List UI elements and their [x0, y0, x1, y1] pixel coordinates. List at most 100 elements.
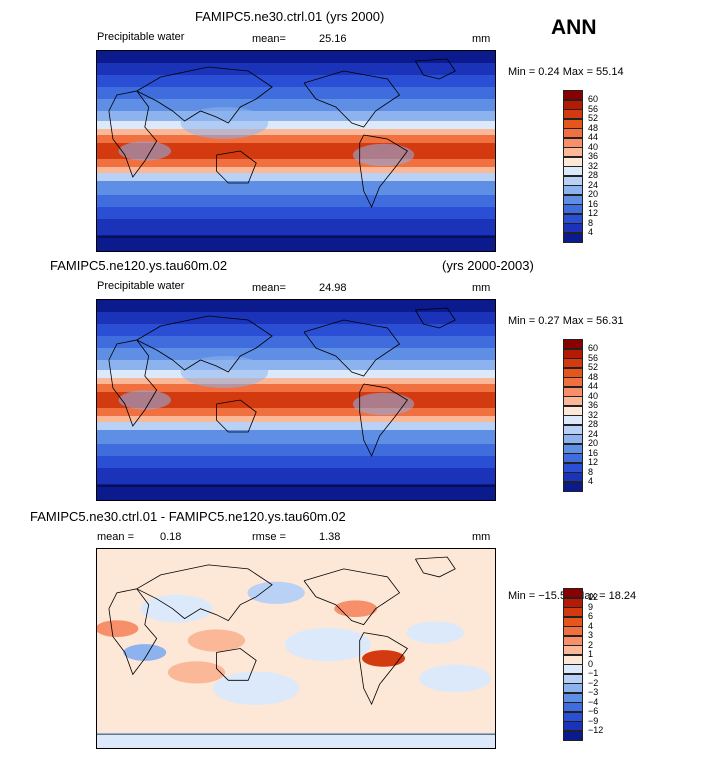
- panel-1-minmax: Min = 0.24 Max = 55.14: [508, 66, 624, 78]
- coastline: [359, 134, 408, 208]
- colorbar-tick-label: 24: [588, 179, 599, 190]
- field-band: [97, 444, 495, 456]
- colorbar-swatch: [563, 386, 583, 397]
- panel-3-mean-value: 0.18: [160, 531, 182, 543]
- colorbar-tick-label: −2: [588, 677, 599, 688]
- coastline: [136, 66, 273, 124]
- panel-2-units: mm: [472, 282, 491, 294]
- panel-2-map: [96, 299, 496, 501]
- colorbar-tick-label: −3: [588, 687, 599, 697]
- panel-1-case-title: FAMIPC5.ne30.ctrl.01 (yrs 2000): [195, 9, 385, 24]
- panel-1-units: mm: [472, 33, 491, 45]
- panel-2-case-title: FAMIPC5.ne120.ys.tau60m.02: [50, 258, 228, 273]
- colorbar-tick-label: 28: [588, 419, 599, 429]
- colorbar-swatch: [563, 377, 583, 387]
- colorbar-swatch: [563, 204, 583, 214]
- field-anomaly: [97, 620, 139, 637]
- colorbar-tick-label: 3: [588, 630, 594, 640]
- colorbar-tick-label: 56: [588, 103, 599, 114]
- field-band: [97, 336, 495, 348]
- panel-1-map-svg: [97, 51, 495, 251]
- field-band: [97, 129, 495, 135]
- field-band: [97, 378, 495, 384]
- coastline: [415, 58, 456, 80]
- colorbar-swatch: [563, 702, 583, 712]
- field-band: [97, 207, 495, 219]
- colorbar-swatch: [563, 118, 583, 129]
- field-anomaly: [140, 594, 213, 623]
- colorbar-swatch: [563, 462, 583, 473]
- colorbar-swatch: [563, 405, 583, 416]
- field-band: [97, 408, 495, 416]
- colorbar-swatch: [563, 664, 583, 674]
- field-band: [97, 348, 495, 360]
- field-band: [97, 63, 495, 75]
- field-band: [97, 235, 495, 251]
- panel-2-minmax: Min = 0.27 Max = 56.31: [508, 315, 624, 327]
- colorbar-swatch: [563, 616, 583, 627]
- field-band: [97, 732, 495, 748]
- colorbar-swatch: [563, 223, 583, 233]
- coastline: [108, 339, 158, 427]
- colorbar-tick-label: 48: [588, 122, 599, 133]
- field-anomaly: [284, 627, 371, 662]
- field-band: [97, 159, 495, 167]
- panel-2-map-svg: [97, 300, 495, 500]
- coastline: [415, 307, 456, 329]
- panel-2-colorbar: 60 56 52 48 44 40 36 32 28 24 20 16 12 8 4: [563, 339, 613, 494]
- colorbar-swatch: [563, 481, 583, 492]
- field-band: [97, 456, 495, 468]
- field-anomaly: [118, 390, 172, 410]
- field-anomaly: [419, 664, 492, 693]
- colorbar-tick-label: 20: [588, 438, 599, 448]
- field-anomaly: [118, 141, 172, 161]
- colorbar-swatch: [563, 396, 583, 406]
- colorbar-swatch: [563, 645, 583, 655]
- panel-1-mean-value: 25.16: [319, 33, 347, 45]
- field-anomaly: [167, 661, 226, 684]
- field-anomaly: [180, 107, 269, 139]
- field-band: [97, 300, 495, 312]
- colorbar-tick-label: 8: [588, 217, 594, 228]
- coastline: [216, 150, 257, 184]
- field-band: [97, 468, 495, 484]
- colorbar-tick-label: 36: [588, 151, 599, 161]
- colorbar-tick-label: 60: [588, 94, 599, 104]
- coastline: [216, 648, 257, 681]
- colorbar-swatch: [563, 339, 583, 349]
- colorbar-tick-label: 44: [588, 132, 599, 142]
- field-band: [97, 75, 495, 87]
- panel-3-rmse-label: rmse =: [252, 531, 286, 543]
- colorbar-tick-label: 12: [588, 592, 599, 602]
- colorbar-swatch: [563, 711, 583, 722]
- colorbar-swatch: [563, 194, 583, 205]
- colorbar-swatch: [563, 99, 583, 110]
- colorbar-tick-label: −1: [588, 668, 599, 678]
- colorbar-tick-label: 36: [588, 400, 599, 410]
- colorbar-tick-label: −6: [588, 706, 599, 716]
- field-band: [97, 87, 495, 99]
- colorbar-swatch: [563, 358, 583, 368]
- field-band: [97, 430, 495, 444]
- field-band: [97, 360, 495, 370]
- colorbar-tick-label: 12: [588, 457, 599, 467]
- colorbar-swatch: [563, 415, 583, 425]
- coastline: [108, 588, 158, 676]
- colorbar-tick-label: 16: [588, 447, 599, 458]
- field-anomaly: [334, 600, 378, 618]
- field-band: [97, 422, 495, 430]
- colorbar-swatch: [563, 597, 583, 608]
- colorbar-tick-label: 40: [588, 141, 599, 152]
- field-anomaly: [352, 143, 415, 167]
- colorbar-tick-label: 20: [588, 189, 599, 199]
- colorbar-tick-label: 2: [588, 639, 594, 650]
- colorbar-swatch: [563, 453, 583, 463]
- colorbar-swatch: [563, 166, 583, 176]
- colorbar-swatch: [563, 654, 583, 665]
- colorbar-swatch: [563, 147, 583, 157]
- colorbar-tick-label: 52: [588, 362, 599, 372]
- field-anomaly: [406, 621, 464, 644]
- colorbar-tick-label: 9: [588, 601, 594, 612]
- field-anomaly: [123, 644, 167, 661]
- coastline: [359, 632, 408, 706]
